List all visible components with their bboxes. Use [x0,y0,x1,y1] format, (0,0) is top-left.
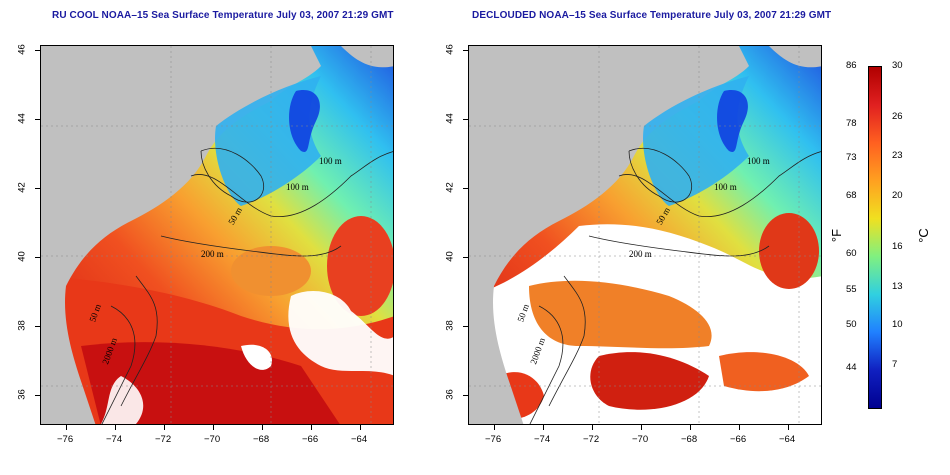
x-tick [739,425,740,430]
y-tick-label: 46 [444,44,456,55]
y-tick-label: 36 [16,389,28,400]
colorbar-c-label: 7 [892,359,898,370]
x-tick-label: −76 [57,434,74,445]
colorbar-c-label: 30 [892,60,903,71]
x-tick-label: −76 [485,434,502,445]
left-sst-map: 100 m 100 m 50 m 200 m 50 m 2000 m [40,45,394,425]
x-tick [311,425,312,430]
x-tick [66,425,67,430]
y-tick-label: 46 [16,44,28,55]
y-tick [463,188,468,189]
y-tick-label: 40 [444,251,456,262]
x-tick-label: −64 [351,434,368,445]
x-tick [213,425,214,430]
x-tick [115,425,116,430]
colorbar-f-label: 86 [846,60,857,71]
x-tick [262,425,263,430]
x-tick [592,425,593,430]
y-tick-label: 42 [444,182,456,193]
left-sst-image [41,46,393,424]
x-tick [543,425,544,430]
y-tick [463,395,468,396]
x-tick-label: −72 [583,434,600,445]
x-tick-label: −74 [534,434,551,445]
x-tick-label: −64 [779,434,796,445]
x-tick-label: −70 [204,434,221,445]
y-tick [463,50,468,51]
colorbar-f-label: 50 [846,319,857,330]
right-sst-map: 100 m 100 m 50 m 200 m 50 m 2000 m [468,45,822,425]
y-tick-label: 44 [444,113,456,124]
y-tick-label: 38 [444,320,456,331]
left-panel-title: RU COOL NOAA–15 Sea Surface Temperature … [52,10,394,21]
right-sst-image [469,46,821,424]
right-label-100b: 100 m [714,182,737,192]
x-tick-label: −74 [106,434,123,445]
y-tick [463,119,468,120]
left-label-100a: 100 m [319,156,342,166]
y-tick-label: 36 [444,389,456,400]
x-tick [690,425,691,430]
unit-celsius: °C [915,228,931,243]
x-tick-label: −66 [302,434,319,445]
left-label-200: 200 m [201,249,224,259]
left-label-100b: 100 m [286,182,309,192]
colorbar-f-label: 55 [846,284,857,295]
colorbar-c-label: 16 [892,241,903,252]
x-tick [494,425,495,430]
x-tick [164,425,165,430]
colorbar-c-label: 20 [892,190,903,201]
x-tick-label: −66 [730,434,747,445]
x-tick [641,425,642,430]
x-tick-label: −72 [155,434,172,445]
colorbar-c-label: 13 [892,281,903,292]
x-tick [788,425,789,430]
x-tick [360,425,361,430]
y-tick [463,326,468,327]
y-tick-label: 38 [16,320,28,331]
unit-fahrenheit: °F [829,228,845,243]
y-tick [35,50,40,51]
colorbar-c-label: 23 [892,150,903,161]
y-tick-label: 42 [16,182,28,193]
y-tick-label: 40 [16,251,28,262]
right-label-200: 200 m [629,249,652,259]
colorbar-c-label: 10 [892,319,903,330]
y-tick [35,257,40,258]
colorbar-f-label: 73 [846,152,857,163]
x-tick-label: −70 [632,434,649,445]
y-tick [35,395,40,396]
colorbar-f-label: 60 [846,248,857,259]
y-tick [35,326,40,327]
colorbar [868,66,882,409]
right-label-100a: 100 m [747,156,770,166]
colorbar-c-label: 26 [892,111,903,122]
colorbar-f-label: 78 [846,118,857,129]
y-tick [463,257,468,258]
x-tick-label: −68 [253,434,270,445]
y-tick [35,119,40,120]
x-tick-label: −68 [681,434,698,445]
colorbar-f-label: 68 [846,190,857,201]
right-panel-title: DECLOUDED NOAA–15 Sea Surface Temperatur… [472,10,832,21]
y-tick [35,188,40,189]
colorbar-f-label: 44 [846,362,857,373]
y-tick-label: 44 [16,113,28,124]
